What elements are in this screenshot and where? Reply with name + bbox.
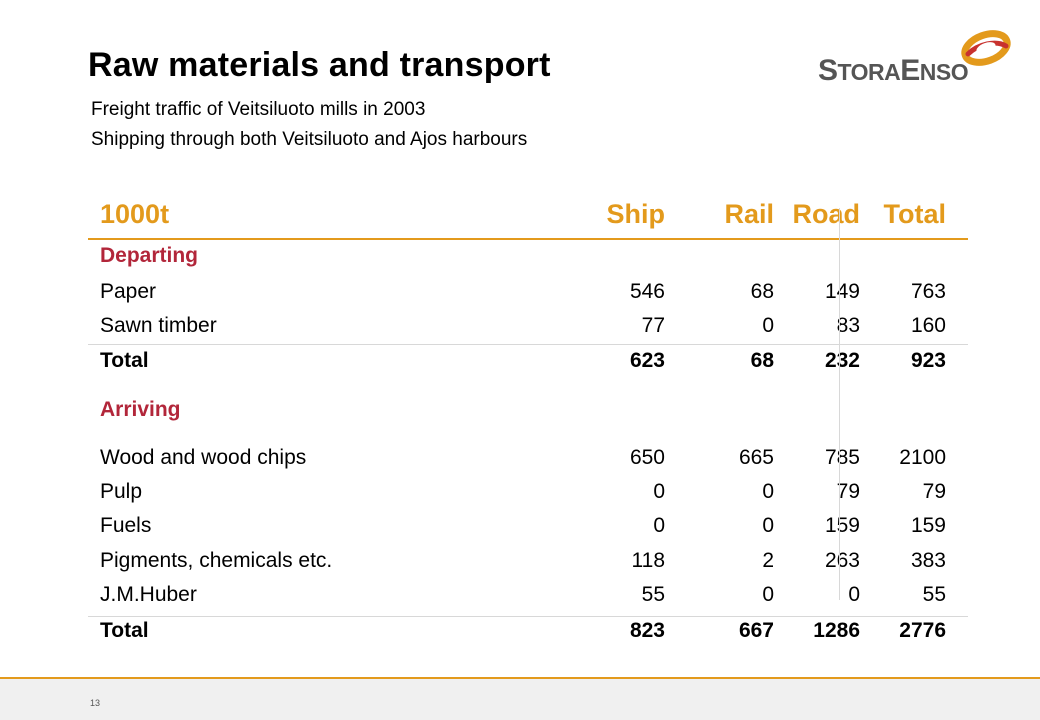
cell-ship: 77 <box>641 314 665 337</box>
cell-rail: 667 <box>738 619 774 642</box>
arriving-total-divider <box>88 616 968 617</box>
page-title: Raw materials and transport <box>88 46 551 84</box>
logo-letters-tora: TORA <box>837 59 901 85</box>
cell-road: 263 <box>824 549 860 572</box>
cell-road: 83 <box>836 314 860 337</box>
row-name: Pigments, chemicals etc. <box>100 549 333 572</box>
cell-road: 0 <box>848 583 860 606</box>
row-name: Total <box>100 349 149 372</box>
cell-rail: 665 <box>738 446 774 469</box>
table-row: Fuels 0 0 159 159 <box>88 514 968 544</box>
subtitle-line-2: Shipping through both Veitsiluoto and Aj… <box>91 129 528 150</box>
cell-ship: 623 <box>629 349 665 372</box>
row-name: Wood and wood chips <box>100 446 307 469</box>
cell-road: 159 <box>824 514 860 537</box>
cell-road: 785 <box>824 446 860 469</box>
section-label: Departing <box>100 244 199 267</box>
cell-ship: 823 <box>629 619 665 642</box>
logo-letters-nso: NSO <box>919 59 969 85</box>
row-name: Total <box>100 619 149 642</box>
subtitle-line-1: Freight traffic of Veitsiluoto mills in … <box>91 99 426 120</box>
header-unit: 1000t <box>100 199 170 229</box>
cell-rail: 2 <box>762 549 774 572</box>
section-departing: Departing <box>88 244 968 274</box>
storaenso-logo: STORAENSO <box>818 28 1014 88</box>
storaenso-swirl-icon <box>961 30 1011 66</box>
cell-road: 79 <box>836 480 860 503</box>
header-total: Total <box>883 199 947 229</box>
cell-total: 160 <box>910 314 946 337</box>
row-name: Paper <box>100 280 157 303</box>
table-row: Pulp 0 0 79 79 <box>88 480 968 510</box>
table-row: J.M.Huber 55 0 0 55 <box>88 583 968 613</box>
cell-ship: 0 <box>653 514 665 537</box>
table-row: Sawn timber 77 0 83 160 <box>88 314 968 344</box>
page-number: 13 <box>90 698 101 708</box>
row-name: Sawn timber <box>100 314 217 337</box>
cell-ship: 0 <box>653 480 665 503</box>
cell-road: 149 <box>824 280 860 303</box>
row-name: Pulp <box>100 480 143 503</box>
cell-rail: 0 <box>762 514 774 537</box>
cell-rail: 68 <box>750 280 774 303</box>
cell-rail: 0 <box>762 583 774 606</box>
header-ship: Ship <box>606 199 666 229</box>
cell-total: 159 <box>910 514 946 537</box>
header-rail: Rail <box>724 199 774 229</box>
cell-total: 55 <box>922 583 946 606</box>
section-arriving: Arriving <box>88 398 968 428</box>
total-column-divider <box>839 208 840 600</box>
cell-ship: 118 <box>631 549 665 572</box>
cell-rail: 68 <box>750 349 774 372</box>
header-road: Road <box>792 199 861 229</box>
cell-total: 2100 <box>899 446 946 469</box>
cell-road: 232 <box>824 349 860 372</box>
section-label: Arriving <box>100 398 181 421</box>
arriving-total-row: Total 823 667 1286 2776 <box>88 619 968 649</box>
cell-road: 1286 <box>813 619 860 642</box>
cell-rail: 0 <box>762 314 774 337</box>
table-header-row: 1000t Ship Rail Road Total <box>88 199 968 229</box>
header-divider <box>88 238 968 240</box>
cell-ship: 650 <box>629 446 665 469</box>
logo-letter-e: E <box>900 54 920 87</box>
departing-total-divider <box>88 344 968 345</box>
table-row: Wood and wood chips 650 665 785 2100 <box>88 446 968 476</box>
cell-total: 79 <box>922 480 946 503</box>
cell-total: 923 <box>910 349 946 372</box>
departing-total-row: Total 623 68 232 923 <box>88 349 968 379</box>
table-row: Pigments, chemicals etc. 118 2 263 383 <box>88 549 968 579</box>
row-name: Fuels <box>100 514 152 537</box>
logo-letter-s: S <box>818 54 838 87</box>
logo-wordmark: STORAENSO <box>818 54 969 88</box>
row-name: J.M.Huber <box>100 583 197 606</box>
cell-rail: 0 <box>762 480 774 503</box>
cell-ship: 55 <box>641 583 665 606</box>
cell-total: 2776 <box>899 619 946 642</box>
cell-ship: 546 <box>629 280 665 303</box>
footer-bar <box>0 677 1040 720</box>
footer-divider <box>0 677 1040 679</box>
cell-total: 763 <box>910 280 946 303</box>
cell-total: 383 <box>910 549 946 572</box>
table-row: Paper 546 68 149 763 <box>88 280 968 310</box>
